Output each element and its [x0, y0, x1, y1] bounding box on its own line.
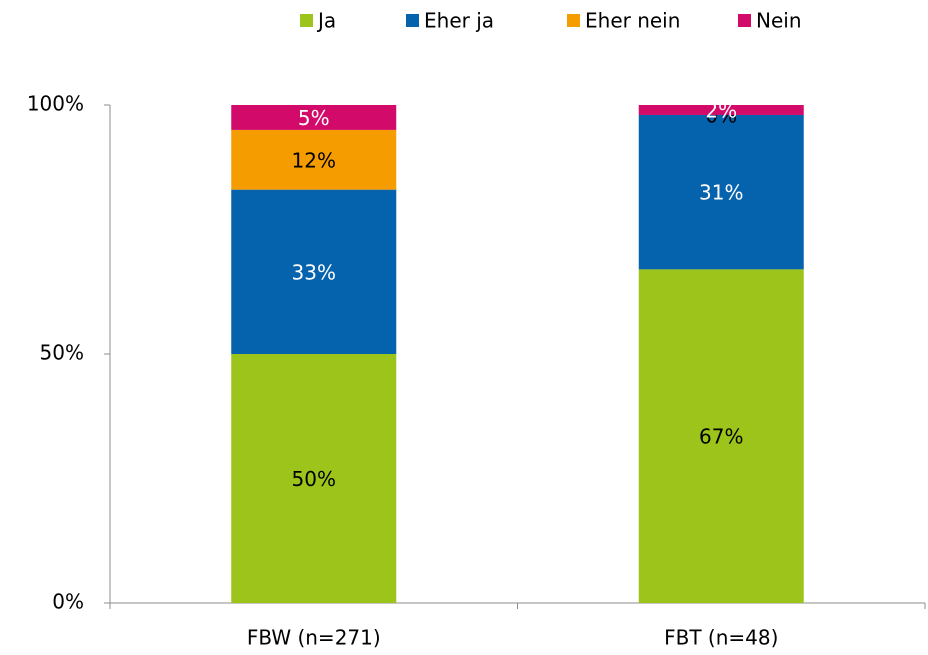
legend-label: Nein — [756, 9, 802, 33]
data-label: 5% — [298, 106, 330, 130]
data-label: 2% — [705, 98, 737, 122]
data-label: 50% — [292, 467, 336, 491]
bar-segment — [231, 129, 397, 190]
data-label: 31% — [699, 181, 743, 205]
data-label: 67% — [699, 425, 743, 449]
bar-segment — [231, 105, 397, 130]
x-tick-label: FBT (n=48) — [664, 626, 778, 650]
bar-segment — [638, 269, 804, 603]
bar-segment — [231, 354, 397, 603]
y-tick-label: 100% — [27, 92, 84, 116]
data-label: 12% — [292, 148, 336, 172]
legend-label: Eher ja — [424, 9, 494, 33]
data-label: 33% — [292, 260, 336, 284]
legend-swatch — [738, 14, 751, 27]
bar-segment — [638, 114, 804, 270]
legend-swatch — [567, 14, 580, 27]
bar-segment — [231, 189, 397, 354]
legend-label: Ja — [316, 9, 336, 33]
y-tick-label: 50% — [40, 341, 84, 365]
legend-label: Eher nein — [585, 9, 680, 33]
legend-swatch — [300, 14, 313, 27]
y-tick-label: 0% — [52, 590, 84, 614]
x-tick-label: FBW (n=271) — [247, 626, 381, 650]
bar-segment — [638, 105, 804, 115]
legend-swatch — [406, 14, 419, 27]
